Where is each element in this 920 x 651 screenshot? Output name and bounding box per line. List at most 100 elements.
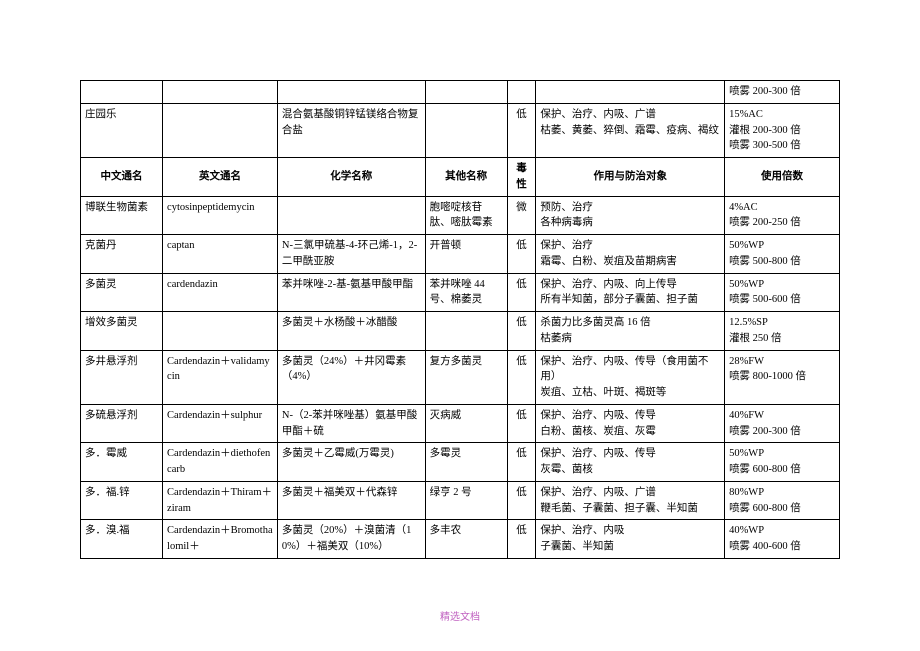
table-cell: N-三氯甲硫基-4-环己烯-1，2-二甲酰亚胺 [277,235,425,274]
table-cell: 多．福.锌 [81,481,163,520]
table-cell: 低 [507,235,536,274]
table-cell: 多菌灵＋乙霉威(万霉灵) [277,443,425,482]
table-cell: 保护、治疗、内吸、传导白粉、菌核、炭疽、灰霉 [536,404,725,443]
table-row: 多．霉威Cardendazin＋diethofencarb多菌灵＋乙霉威(万霉灵… [81,443,840,482]
table-cell: 多霉灵 [425,443,507,482]
table-cell: 低 [507,520,536,559]
page-container: 喷雾 200-300 倍庄园乐混合氨基酸铜锌锰镁络合物复合盐低保护、治疗、内吸、… [0,0,920,559]
table-cell: 多．霉威 [81,443,163,482]
table-cell: 保护、治疗、内吸、广谱枯萎、黄萎、猝倒、霜霉、疫病、褐纹 [536,103,725,157]
table-header-row: 中文通名英文通名化学名称其他名称毒性作用与防治对象使用倍数 [81,158,840,197]
table-cell: 增效多菌灵 [81,312,163,351]
table-cell: 胞嘧啶核苷肽、嘧肽霉素 [425,196,507,235]
table-cell: 喷雾 200-300 倍 [725,81,840,104]
table-cell: 50%WP喷雾 500-600 倍 [725,273,840,312]
table-cell: cardendazin [163,273,278,312]
table-row: 多井悬浮剂Cardendazin＋validamycin多菌灵（24%）＋井冈霉… [81,350,840,404]
table-cell [507,81,536,104]
table-header-cell: 英文通名 [163,158,278,197]
table-cell: 低 [507,443,536,482]
fungicide-table: 喷雾 200-300 倍庄园乐混合氨基酸铜锌锰镁络合物复合盐低保护、治疗、内吸、… [80,80,840,559]
table-row: 庄园乐 混合氨基酸铜锌锰镁络合物复合盐 低保护、治疗、内吸、广谱枯萎、黄萎、猝倒、霜… [81,103,840,157]
table-cell: 预防、治疗各种病毒病 [536,196,725,235]
table-cell: Cardendazin＋Bromothalomil＋ [163,520,278,559]
table-cell: 12.5%SP灌根 250 倍 [725,312,840,351]
table-cell: 保护、治疗、内吸、传导灰霉、菌核 [536,443,725,482]
table-header-cell: 使用倍数 [725,158,840,197]
table-header-cell: 毒性 [507,158,536,197]
table-cell: captan [163,235,278,274]
table-body: 喷雾 200-300 倍庄园乐混合氨基酸铜锌锰镁络合物复合盐低保护、治疗、内吸、… [81,81,840,559]
table-cell: 15%AC灌根 200-300 倍喷雾 300-500 倍 [725,103,840,157]
table-cell: 多菌灵（24%）＋井冈霉素（4%） [277,350,425,404]
table-row: 多硫悬浮剂Cardendazin＋sulphurN-（2-苯并咪唑基）氨基甲酸甲… [81,404,840,443]
table-cell: 微 [507,196,536,235]
table-cell: 保护、治疗、内吸、传导（食用菌不用）炭疽、立枯、叶斑、褐斑等 [536,350,725,404]
table-cell: 多丰农 [425,520,507,559]
table-cell [536,81,725,104]
table-cell: 多菌灵＋福美双＋代森锌 [277,481,425,520]
table-cell: 保护、治疗、内吸子囊菌、半知菌 [536,520,725,559]
table-cell: Cardendazin＋sulphur [163,404,278,443]
table-cell: 苯并咪唑 44 号、棉萎灵 [425,273,507,312]
table-cell [81,81,163,104]
table-cell: 低 [507,350,536,404]
table-cell: 50%WP喷雾 600-800 倍 [725,443,840,482]
table-header-cell: 作用与防治对象 [536,158,725,197]
table-row: 多菌灵cardendazin苯并咪唑-2-基-氨基甲酸甲酯苯并咪唑 44 号、棉… [81,273,840,312]
footer-text: 精选文档 [0,608,920,623]
table-cell: 4%AC喷雾 200-250 倍 [725,196,840,235]
table-cell: 保护、治疗霜霉、白粉、炭疽及苗期病害 [536,235,725,274]
table-cell: 50%WP喷雾 500-800 倍 [725,235,840,274]
table-row: 多．溴.福Cardendazin＋Bromothalomil＋多菌灵（20%）＋… [81,520,840,559]
table-cell: 低 [507,273,536,312]
table-row: 增效多菌灵 多菌灵＋水杨酸＋冰醋酸 低杀菌力比多菌灵高 16 倍枯萎病12.5%SP… [81,312,840,351]
table-cell: 40%FW喷雾 200-300 倍 [725,404,840,443]
table-cell: N-（2-苯并咪唑基）氨基甲酸甲酯＋硫 [277,404,425,443]
table-cell: 低 [507,103,536,157]
table-cell: 保护、治疗、内吸、向上传导所有半知菌，部分子囊菌、担子菌 [536,273,725,312]
table-cell [425,103,507,157]
table-header-cell: 中文通名 [81,158,163,197]
table-cell: 低 [507,312,536,351]
table-cell: 多．溴.福 [81,520,163,559]
table-header-cell: 化学名称 [277,158,425,197]
table-cell: 杀菌力比多菌灵高 16 倍枯萎病 [536,312,725,351]
table-cell: Cardendazin＋Thiram＋ziram [163,481,278,520]
table-cell [425,312,507,351]
table-cell: Cardendazin＋diethofencarb [163,443,278,482]
table-cell: Cardendazin＋validamycin [163,350,278,404]
table-cell [163,312,278,351]
table-row: 博联生物菌素cytosinpeptidemycin 胞嘧啶核苷肽、嘧肽霉素微预防、… [81,196,840,235]
table-header-cell: 其他名称 [425,158,507,197]
table-cell [163,81,278,104]
table-cell: 多井悬浮剂 [81,350,163,404]
table-cell: 克菌丹 [81,235,163,274]
table-cell [425,81,507,104]
table-row: 喷雾 200-300 倍 [81,81,840,104]
table-cell: 40%WP喷雾 400-600 倍 [725,520,840,559]
table-cell: 混合氨基酸铜锌锰镁络合物复合盐 [277,103,425,157]
table-cell: 低 [507,481,536,520]
table-cell: 绿亨 2 号 [425,481,507,520]
table-cell [277,196,425,235]
table-cell [163,103,278,157]
table-cell: 28%FW喷雾 800-1000 倍 [725,350,840,404]
table-cell: 苯并咪唑-2-基-氨基甲酸甲酯 [277,273,425,312]
table-cell: 多硫悬浮剂 [81,404,163,443]
table-cell: 复方多菌灵 [425,350,507,404]
table-row: 克菌丹captanN-三氯甲硫基-4-环己烯-1，2-二甲酰亚胺开普顿低保护、治… [81,235,840,274]
table-cell: 灭病威 [425,404,507,443]
table-cell: 多菌灵 [81,273,163,312]
table-cell: 80%WP喷雾 600-800 倍 [725,481,840,520]
table-cell: cytosinpeptidemycin [163,196,278,235]
table-cell: 开普顿 [425,235,507,274]
table-cell: 博联生物菌素 [81,196,163,235]
table-row: 多．福.锌Cardendazin＋Thiram＋ziram多菌灵＋福美双＋代森锌… [81,481,840,520]
table-cell [277,81,425,104]
table-cell: 保护、治疗、内吸、广谱鞭毛菌、子囊菌、担子囊、半知菌 [536,481,725,520]
table-cell: 庄园乐 [81,103,163,157]
table-cell: 多菌灵（20%）＋溴菌清（10%）＋福美双（10%） [277,520,425,559]
table-cell: 低 [507,404,536,443]
table-cell: 多菌灵＋水杨酸＋冰醋酸 [277,312,425,351]
